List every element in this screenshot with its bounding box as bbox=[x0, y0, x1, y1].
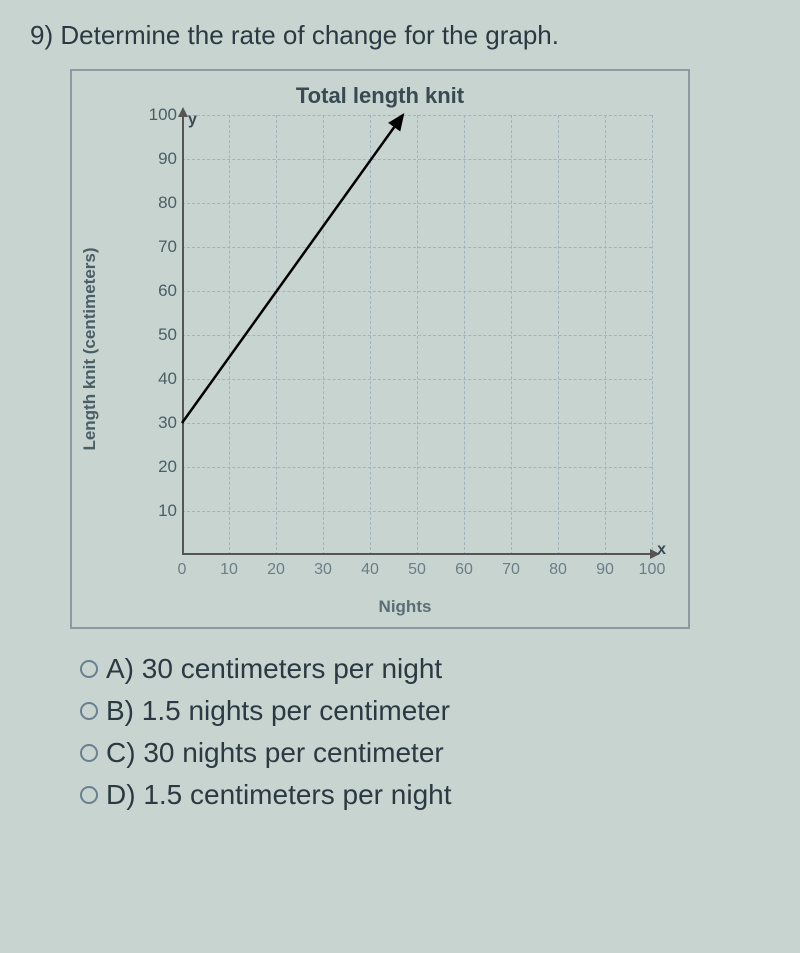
answer-option-d[interactable]: D) 1.5 centimeters per night bbox=[80, 779, 770, 811]
x-axis-label: x bbox=[657, 541, 666, 559]
x-tick-label: 30 bbox=[314, 561, 332, 579]
answer-option-b[interactable]: B) 1.5 nights per centimeter bbox=[80, 695, 770, 727]
x-tick-label: 90 bbox=[596, 561, 614, 579]
x-tick-label: 80 bbox=[549, 561, 567, 579]
y-tick-label: 40 bbox=[137, 369, 177, 389]
radio-icon bbox=[80, 702, 98, 720]
option-text: 30 centimeters per night bbox=[142, 653, 442, 685]
y-tick-label: 60 bbox=[137, 281, 177, 301]
y-tick-label: 10 bbox=[137, 501, 177, 521]
option-letter: D) bbox=[106, 779, 136, 811]
chart-container: Total length knit Length knit (centimete… bbox=[70, 69, 690, 629]
chart-line bbox=[182, 115, 652, 555]
y-tick-label: 80 bbox=[137, 193, 177, 213]
y-tick-label: 30 bbox=[137, 413, 177, 433]
option-text: 1.5 centimeters per night bbox=[143, 779, 451, 811]
x-tick-label: 50 bbox=[408, 561, 426, 579]
x-tick-label: 70 bbox=[502, 561, 520, 579]
answer-option-c[interactable]: C) 30 nights per centimeter bbox=[80, 737, 770, 769]
x-tick-label: 20 bbox=[267, 561, 285, 579]
option-text: 1.5 nights per centimeter bbox=[142, 695, 450, 727]
y-tick-label: 70 bbox=[137, 237, 177, 257]
y-tick-label: 100 bbox=[137, 105, 177, 125]
option-letter: C) bbox=[106, 737, 136, 769]
option-letter: B) bbox=[106, 695, 134, 727]
y-tick-label: 90 bbox=[137, 149, 177, 169]
x-axis-title: Nights bbox=[122, 597, 688, 617]
y-tick-label: 50 bbox=[137, 325, 177, 345]
option-letter: A) bbox=[106, 653, 134, 685]
x-tick-label: 0 bbox=[178, 561, 187, 579]
answer-option-a[interactable]: A) 30 centimeters per night bbox=[80, 653, 770, 685]
y-tick-label: 20 bbox=[137, 457, 177, 477]
question-text-content: Determine the rate of change for the gra… bbox=[60, 20, 559, 50]
x-tick-label: 40 bbox=[361, 561, 379, 579]
question-prompt: 9) Determine the rate of change for the … bbox=[30, 20, 770, 51]
radio-icon bbox=[80, 744, 98, 762]
x-tick-label: 10 bbox=[220, 561, 238, 579]
chart-plot-area: y x bbox=[182, 115, 652, 555]
radio-icon bbox=[80, 660, 98, 678]
x-tick-label: 100 bbox=[639, 561, 666, 579]
answer-options: A) 30 centimeters per night B) 1.5 night… bbox=[80, 653, 770, 811]
y-axis-title: Length knit (centimeters) bbox=[80, 247, 100, 450]
option-text: 30 nights per centimeter bbox=[143, 737, 443, 769]
x-tick-label: 60 bbox=[455, 561, 473, 579]
question-number: 9) bbox=[30, 20, 53, 50]
grid-line-vertical bbox=[652, 115, 653, 555]
radio-icon bbox=[80, 786, 98, 804]
